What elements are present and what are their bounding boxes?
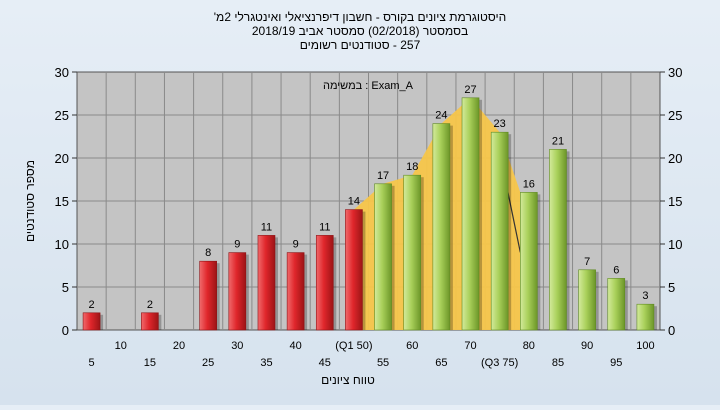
x-tick-label-30: 30	[231, 340, 243, 352]
bar-30	[228, 252, 247, 331]
y-tick-label-left-0: 0	[62, 323, 69, 338]
bar-value-label-55: 17	[377, 170, 389, 182]
y-tick-label-left-25: 25	[55, 108, 69, 123]
x-tick-label-15: 15	[144, 357, 156, 369]
bar-labels-layer: 2 2 8 9 11 9 11 14 17 18 24 27 23 16 21 7 6 3	[89, 84, 649, 311]
x-tick-label-75: (Q3 75)	[481, 357, 518, 369]
bar-value-label-60: 18	[406, 161, 418, 173]
y-tick-label-left-15: 15	[55, 194, 69, 209]
chart-title-line-3: 257 - סטודנטים רשומים	[300, 38, 421, 52]
bar-value-label-25: 8	[205, 247, 211, 259]
y-tick-label-right-0: 0	[668, 323, 675, 338]
x-tick-label-80: 80	[523, 340, 535, 352]
bar-value-label-50: 14	[348, 196, 360, 208]
y-tick-label-left-30: 30	[55, 65, 69, 80]
x-axis-title: טווח ציונים	[321, 373, 375, 387]
x-tick-label-65: 65	[435, 357, 447, 369]
y-tick-label-left-5: 5	[62, 280, 69, 295]
x-tick-label-25: 25	[202, 357, 214, 369]
bar-value-label-40: 9	[293, 239, 299, 251]
bar-value-label-35: 11	[261, 221, 272, 233]
bar-value-label-90: 7	[584, 256, 590, 268]
chart-title-line-2: בסמסטר (02/2018) סמסטר אביב 2018/19	[252, 24, 468, 38]
bar-50	[345, 209, 363, 331]
bar-value-label-75: 23	[494, 118, 506, 130]
bar-40	[286, 252, 305, 331]
bar-value-label-45: 11	[319, 221, 330, 233]
y-axis-title: מספר סטודנטים	[23, 160, 37, 242]
y-tick-label-right-25: 25	[668, 108, 682, 123]
x-tick-label-40: 40	[290, 340, 302, 352]
x-axis: 5 10 15 20 25 30 35 40 45 (Q1 50) 55 60 65 70 (Q3 75) 8…	[89, 340, 655, 369]
bar-15	[141, 312, 159, 331]
bar-value-label-80: 16	[523, 178, 535, 190]
bar-5	[82, 312, 101, 331]
y-axis-right: 0 5 10 15 20 25 30	[660, 65, 682, 338]
y-tick-label-left-20: 20	[55, 151, 69, 166]
bar-value-label-30: 9	[234, 239, 240, 251]
x-tick-label-60: 60	[406, 340, 418, 352]
bar-value-label-95: 6	[613, 264, 619, 276]
x-tick-label-45: 45	[319, 357, 331, 369]
bar-value-label-65: 24	[435, 110, 447, 122]
bar-value-label-15: 2	[147, 299, 153, 311]
bar-95	[607, 278, 626, 331]
bar-90	[578, 269, 596, 331]
bar-65	[432, 123, 451, 331]
y-tick-label-right-10: 10	[668, 237, 682, 252]
bar-80	[520, 192, 538, 331]
x-tick-label-100: 100	[636, 340, 654, 352]
bar-60	[403, 174, 422, 331]
y-axis-left: 0 5 10 15 20 25 30	[55, 65, 77, 338]
bar-value-label-70: 27	[464, 84, 476, 96]
y-tick-label-right-15: 15	[668, 194, 682, 209]
x-tick-label-70: 70	[464, 340, 476, 352]
bar-value-label-85: 21	[552, 135, 564, 147]
x-tick-label-85: 85	[552, 357, 564, 369]
bar-25	[199, 260, 217, 331]
x-tick-label-90: 90	[581, 340, 593, 352]
bar-value-label-100: 3	[642, 290, 648, 302]
y-tick-label-right-20: 20	[668, 151, 682, 166]
x-tick-label-95: 95	[610, 357, 622, 369]
bar-85	[549, 149, 567, 331]
legend-text: במשימה : Exam_A	[323, 80, 414, 92]
bar-100	[636, 303, 655, 331]
x-tick-label-5: 5	[89, 357, 95, 369]
x-tick-label-35: 35	[260, 357, 272, 369]
y-tick-label-right-5: 5	[668, 280, 675, 295]
x-tick-label-50: (Q1 50)	[335, 340, 372, 352]
bar-55	[374, 183, 392, 331]
x-tick-label-20: 20	[173, 340, 185, 352]
x-tick-label-55: 55	[377, 357, 389, 369]
y-tick-label-left-10: 10	[55, 237, 69, 252]
bar-35	[257, 235, 276, 331]
chart-title-line-1: היסטוגרמת ציונים בקורס - חשבון דיפרנציאל…	[214, 10, 506, 24]
bar-75	[490, 131, 509, 331]
bar-value-label-5: 2	[89, 299, 95, 311]
bars-layer	[82, 97, 657, 331]
bar-45	[315, 235, 334, 331]
y-tick-label-right-30: 30	[668, 65, 682, 80]
x-tick-label-10: 10	[115, 340, 127, 352]
bar-70	[461, 97, 480, 331]
